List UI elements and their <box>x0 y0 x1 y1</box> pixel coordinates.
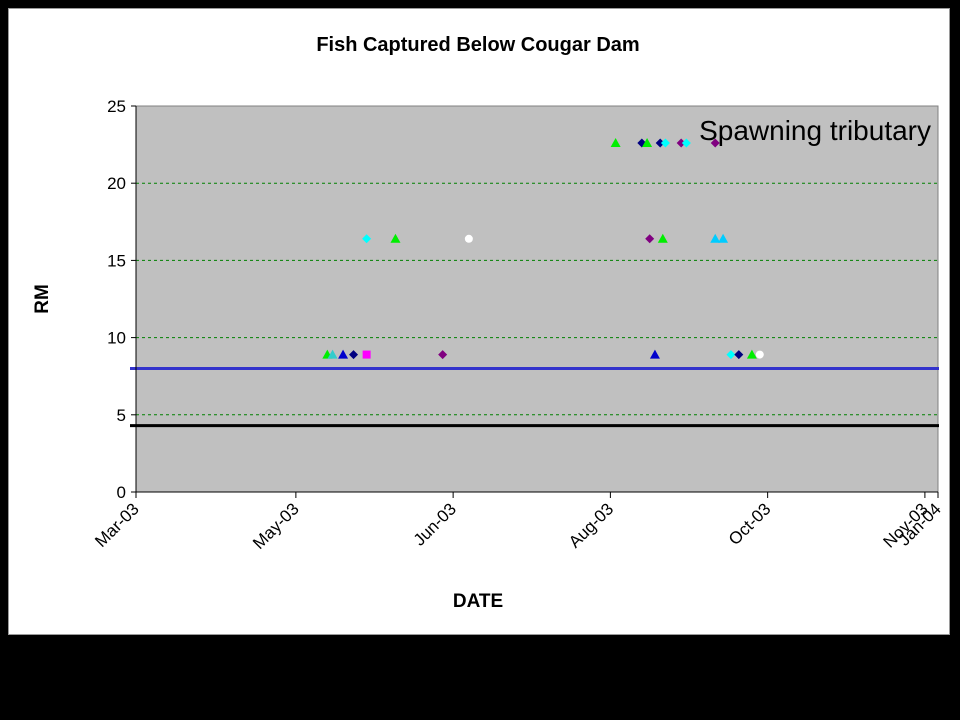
data-point-7-triangle <box>390 233 401 243</box>
reference-lines <box>130 366 939 428</box>
data-point-20-diamond <box>710 138 720 148</box>
y-tick-label-0: 0 <box>117 483 126 502</box>
data-point-26-circle <box>755 350 764 359</box>
data-point-6-diamond <box>362 234 372 244</box>
x-tick-label-May-03: May-03 <box>249 499 303 553</box>
data-point-10-triangle <box>610 138 621 148</box>
data-point-16-triangle <box>657 233 668 243</box>
y-tick-label-10: 10 <box>107 329 126 348</box>
y-tick-labels: 0 5 10 15 20 25 <box>107 97 126 502</box>
data-point-8-diamond <box>438 350 448 360</box>
x-tick-labels: Mar-03 May-03 Jun-03 Aug-03 Oct-03 Nov-03Jan-… <box>91 499 945 553</box>
spawning-tributary-label: Spawning tributary <box>699 115 931 146</box>
data-point-23-diamond <box>726 350 736 360</box>
data-point-17-diamond <box>660 138 670 148</box>
y-axis-title: RM <box>32 284 53 314</box>
data-point-14-triangle <box>649 349 660 359</box>
data-points <box>322 138 764 360</box>
plot-area <box>135 105 939 493</box>
chart-frame: Fish Captured Below Cougar Dam 0 5 10 15 20 2… <box>8 8 950 635</box>
x-tick-label-Aug-03: Aug-03 <box>565 499 617 551</box>
data-point-13-diamond <box>645 234 655 244</box>
chart-title: Fish Captured Below Cougar Dam <box>316 34 639 56</box>
data-point-19-diamond <box>681 138 691 148</box>
data-point-22-triangle <box>718 233 729 243</box>
data-point-5-square <box>362 350 371 359</box>
x-tick-label-Jun-03: Jun-03 <box>410 499 460 549</box>
data-point-12-triangle <box>642 138 653 148</box>
y-tick-label-15: 15 <box>107 251 126 270</box>
data-point-18-diamond <box>676 138 686 148</box>
x-tick-label-Mar-03: Mar-03 <box>91 499 143 551</box>
data-point-2-triangle <box>327 349 338 359</box>
axes <box>131 105 939 498</box>
data-point-15-diamond <box>655 138 665 148</box>
data-point-25-triangle <box>746 349 757 359</box>
data-point-21-triangle <box>710 233 721 243</box>
x-tick-label-Oct-03: Oct-03 <box>725 499 775 549</box>
data-point-9-circle <box>464 234 473 243</box>
data-point-3-triangle <box>338 349 349 359</box>
y-tick-label-20: 20 <box>107 174 126 193</box>
x-axis-title: DATE <box>453 591 503 612</box>
y-tick-label-25: 25 <box>107 97 126 116</box>
data-point-4-diamond <box>349 350 359 360</box>
data-point-24-diamond <box>734 350 744 360</box>
chart-svg: Fish Captured Below Cougar Dam 0 5 10 15 20 2… <box>32 34 945 612</box>
gridlines <box>136 182 938 416</box>
y-tick-label-5: 5 <box>117 406 126 425</box>
